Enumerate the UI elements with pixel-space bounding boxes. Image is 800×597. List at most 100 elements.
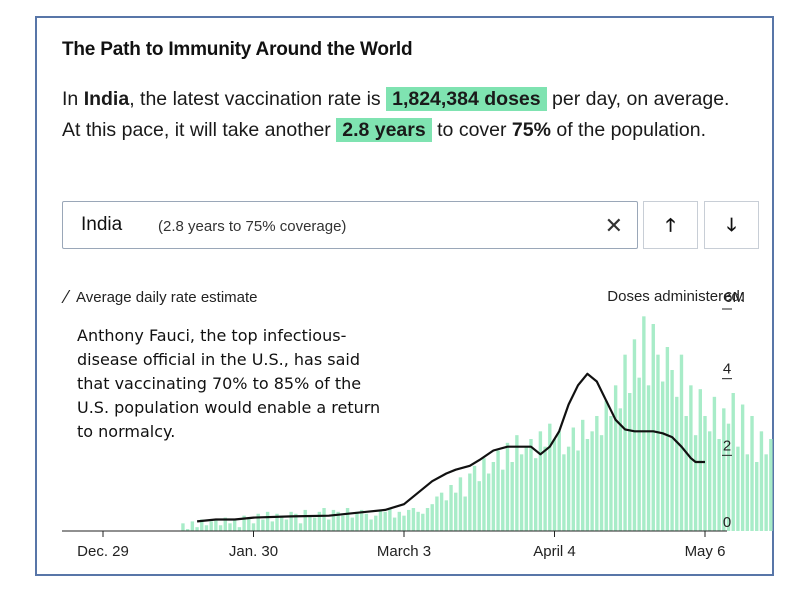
chart-bar [251, 523, 256, 531]
chart-bar [745, 454, 750, 531]
chart-bar [256, 513, 260, 531]
chart-bar [529, 439, 533, 531]
chart-bar [232, 519, 237, 531]
chart-bar [755, 462, 759, 531]
summary-mid1: , the latest vaccination rate is [129, 88, 387, 110]
x-tick-label: April 4 [533, 543, 576, 560]
y-axis-title-text: Doses administered [607, 288, 740, 305]
chart-bar [665, 347, 670, 531]
chart-bar [538, 431, 543, 531]
chart-bar [209, 521, 213, 531]
chart-bar [261, 519, 265, 531]
chart-bar [548, 423, 552, 531]
y-axis-title: Doses administered: [607, 288, 744, 305]
x-tick-label: Jan. 30 [229, 543, 278, 560]
chart-bar [477, 481, 481, 531]
x-tick-label: March 3 [377, 543, 431, 560]
chart-bar [731, 393, 735, 531]
chart-bar [312, 517, 317, 531]
chart-bar [298, 523, 303, 531]
chart-bar [581, 419, 585, 531]
chart-bar [562, 454, 566, 531]
chart-bar [557, 431, 561, 531]
chart-bar [294, 513, 298, 531]
chart-bar [218, 525, 223, 531]
y-tick-label: 2 [723, 437, 731, 454]
chart-bar [764, 454, 768, 531]
x-tick-label: May 6 [685, 543, 726, 560]
chart-bar [505, 442, 510, 531]
chart-bar [599, 435, 604, 531]
chart-bar [275, 513, 279, 531]
arrow-up-icon: 🡑 [665, 215, 676, 235]
chart-bar [308, 515, 312, 531]
chart-bar [463, 496, 467, 531]
chart-bar [632, 339, 637, 531]
annotation-note: Anthony Fauci, the top infectious-diseas… [73, 324, 393, 444]
chart-bar [693, 435, 698, 531]
chart-bar [407, 509, 411, 531]
chart-bar [242, 515, 246, 531]
chart-bar [439, 492, 444, 531]
chart-bar [355, 511, 359, 531]
chart-bar [670, 370, 674, 531]
chart-bar [552, 439, 557, 531]
x-tick-label: Dec. 29 [77, 543, 129, 560]
chart-bar [740, 404, 745, 531]
chart-bar [435, 496, 439, 531]
chart-bar [595, 416, 599, 531]
y-tick-label: 4 [723, 361, 731, 378]
chart-bar [703, 416, 707, 531]
chart-bar [331, 509, 336, 531]
chart-bar [374, 515, 378, 531]
chart-bar [656, 354, 660, 531]
summary-suffix: of the population. [550, 119, 706, 141]
chart-bar [642, 316, 646, 531]
chart-bar [472, 465, 477, 531]
chart-bar [679, 354, 684, 531]
time-to-coverage-badge: 2.8 years [336, 118, 432, 142]
summary-mid2: per day, on average. At this pace, it wi… [62, 88, 730, 141]
close-icon[interactable]: ✕ [604, 213, 623, 238]
chart-bar [317, 511, 322, 531]
chart-bar [759, 431, 764, 531]
chart-bar [482, 458, 486, 531]
chart-card: The Path to Immunity Around the World In… [35, 16, 774, 576]
chart-bar [195, 527, 199, 531]
country-selector[interactable]: India (2.8 years to 75% coverage) ✕ [62, 201, 638, 249]
chart-bar [280, 515, 284, 531]
next-country-button[interactable]: 🡓 [704, 201, 759, 249]
chart-bar [576, 450, 580, 531]
chart-bar [501, 469, 505, 531]
chart-bar [486, 473, 491, 531]
chart-bar [651, 324, 655, 531]
chart-legend: ⁄ Average daily rate estimate [65, 286, 258, 307]
chart-bar [515, 435, 519, 531]
chart-bar [303, 509, 307, 531]
chart-bar [449, 485, 453, 531]
y-tick-label: 6M [724, 289, 745, 306]
selected-country-detail: (2.8 years to 75% coverage) [158, 218, 347, 235]
chart-bar [712, 396, 717, 531]
chart-bar [646, 385, 651, 531]
chart-bar [364, 513, 369, 531]
chart-bar [322, 508, 326, 531]
chart-bar [726, 423, 731, 531]
chart-bar [383, 511, 387, 531]
chart-bar [345, 508, 350, 531]
chart-bar [247, 517, 251, 531]
chart-bar [609, 416, 613, 531]
previous-country-button[interactable]: 🡑 [643, 201, 698, 249]
average-rate-line [196, 372, 705, 523]
chart-bar [454, 492, 458, 531]
chart-bar [769, 439, 773, 531]
chart-bar [543, 446, 547, 531]
chart-bar [660, 381, 665, 531]
chart-bar [336, 511, 340, 531]
chart-bar [684, 416, 688, 531]
chart-bar [341, 515, 345, 531]
line-legend-icon: ⁄ [65, 287, 69, 307]
chart-bar [327, 519, 331, 531]
chart-bar [270, 521, 275, 531]
chart-bar [590, 431, 594, 531]
